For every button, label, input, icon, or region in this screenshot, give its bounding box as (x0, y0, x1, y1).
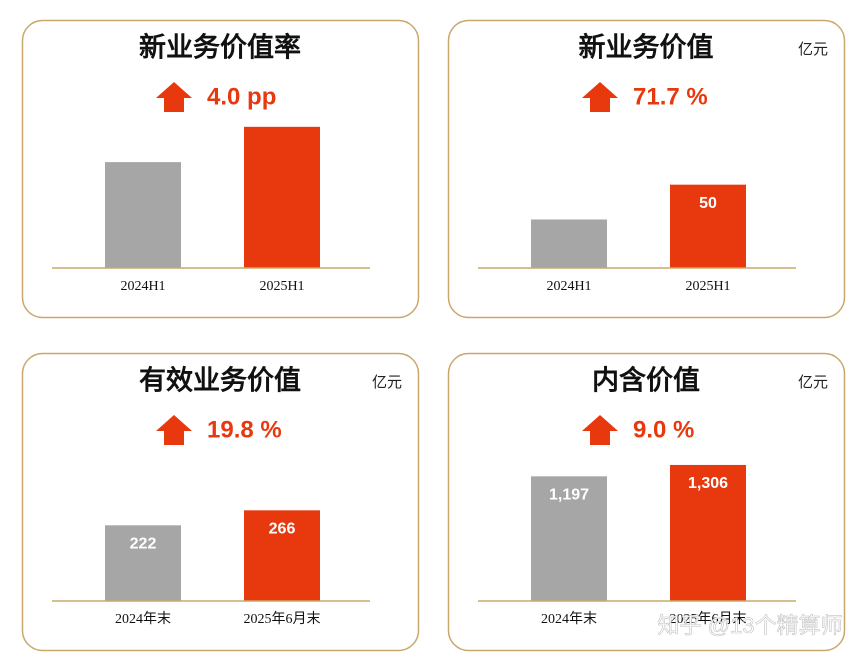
panel-border (447, 19, 846, 319)
up-arrow (156, 415, 192, 445)
x-tick-label: 2024年末 (115, 611, 171, 627)
up-arrow (156, 82, 192, 112)
x-tick-label: 2024H1 (546, 279, 591, 294)
unit-label: 亿元 (372, 374, 402, 391)
chart-panel: 内含价值 亿元 9.0 % 1,197 2024年末 1,306 2025年6月末 (447, 352, 846, 652)
x-tick-label: 2025年6月末 (670, 611, 747, 627)
unit-label: 亿元 (798, 41, 828, 58)
chart-title: 新业务价值率 (139, 32, 301, 64)
bar (670, 184, 746, 268)
x-tick-label: 2024年末 (541, 611, 597, 627)
watermark: 知乎 @13个精算师 (658, 613, 843, 638)
unit-label: 亿元 (798, 374, 828, 391)
change-label: 19.8 % (207, 416, 282, 443)
panel-border (447, 352, 846, 652)
chart-title: 内含价值 (592, 365, 700, 397)
chart-panel: 新业务价值 亿元 71.7 % 2024H1 50 2025H1 (447, 19, 846, 319)
chart-title: 有效业务价值 (139, 366, 301, 397)
value-label: 266 (269, 521, 296, 538)
x-tick-label: 2025H1 (259, 279, 304, 294)
panel-border (21, 352, 420, 652)
chart-panel: 有效业务价值 亿元 19.8 % 222 2024年末 266 2025年6月末 (21, 352, 420, 652)
bar (244, 126, 320, 268)
change-label: 9.0 % (633, 416, 694, 443)
value-label: 1,197 (549, 487, 589, 504)
up-arrow (582, 82, 618, 112)
bar (531, 219, 607, 268)
value-label: 50 (699, 195, 717, 212)
bar (531, 476, 607, 601)
bar (670, 464, 746, 601)
change-label: 4.0 pp (207, 83, 276, 110)
chart-panel: 新业务价值率 4.0 pp 2024H1 2025H1 (21, 19, 420, 319)
chart-title: 新业务价值 (579, 32, 714, 64)
value-label: 1,306 (688, 475, 728, 492)
change-label: 71.7 % (633, 83, 708, 110)
x-tick-label: 2025H1 (685, 279, 730, 294)
bar (244, 510, 320, 601)
x-tick-label: 2024H1 (120, 279, 165, 294)
panel-border (21, 19, 420, 319)
value-label: 222 (130, 536, 157, 553)
bar (105, 162, 181, 268)
up-arrow (582, 415, 618, 445)
x-tick-label: 2025年6月末 (244, 611, 321, 627)
bar (105, 525, 181, 601)
